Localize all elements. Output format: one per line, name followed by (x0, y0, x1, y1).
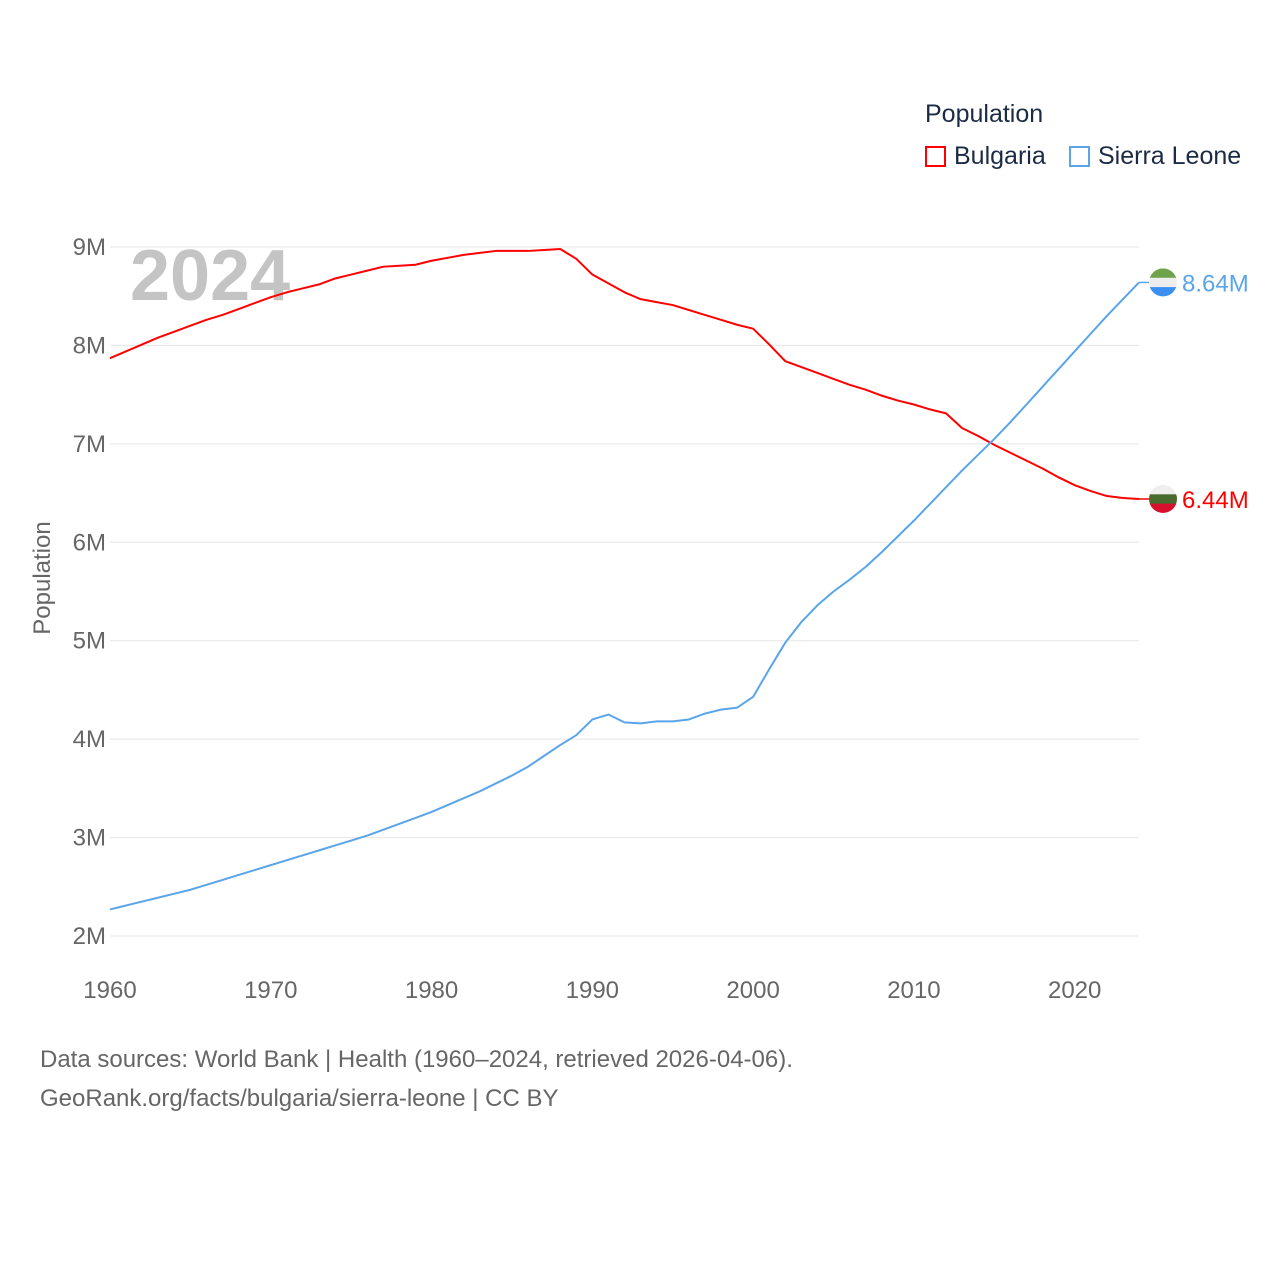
series-line-sierra-leone (109, 281, 1140, 911)
x-tick-label: 1990 (566, 977, 619, 1004)
flag-stripe (1149, 277, 1177, 288)
flag-icon-sierra-leone (1149, 268, 1177, 297)
legend-title: Population (925, 100, 1044, 128)
flag-icon-bulgaria (1149, 484, 1177, 513)
footer-sources: Data sources: World Bank | Health (1960–… (40, 1046, 793, 1073)
x-tick-label: 2000 (726, 977, 779, 1004)
flag-stripe (1149, 484, 1177, 495)
x-tick-label: 1960 (83, 977, 136, 1004)
x-tick-label: 2010 (887, 977, 940, 1004)
y-tick-label: 9M (73, 234, 106, 261)
legend-swatch-bulgaria (925, 146, 946, 167)
x-tick-label: 1970 (244, 977, 297, 1004)
y-tick-label: 7M (73, 431, 106, 458)
y-tick-label: 5M (73, 628, 106, 655)
x-tick-label: 1980 (405, 977, 458, 1004)
y-tick-label: 6M (73, 529, 106, 556)
legend-swatch-sierra-leone (1069, 146, 1090, 167)
flag-stripe (1149, 503, 1177, 513)
legend-label: Bulgaria (954, 142, 1046, 170)
legend-item-sierra-leone[interactable]: Sierra Leone (1069, 142, 1241, 171)
series-line-bulgaria (109, 247, 1140, 500)
year-watermark: 2024 (130, 236, 290, 316)
x-tick-label: 2020 (1048, 977, 1101, 1004)
flag-stripe (1149, 287, 1177, 297)
y-tick-label: 4M (73, 726, 106, 753)
flag-stripe (1149, 494, 1177, 505)
y-tick-label: 8M (73, 332, 106, 359)
y-axis-label: Population (29, 521, 56, 634)
end-value-label: 8.64M (1182, 270, 1249, 297)
y-tick-label: 2M (73, 923, 106, 950)
flag-stripe (1149, 268, 1177, 279)
legend-label: Sierra Leone (1098, 142, 1242, 170)
end-value-label: 6.44M (1182, 487, 1249, 514)
footer-link[interactable]: GeoRank.org/facts/bulgaria/sierra-leone … (40, 1085, 559, 1112)
legend-item-bulgaria[interactable]: Bulgaria (925, 142, 1046, 171)
y-tick-label: 3M (73, 825, 106, 852)
